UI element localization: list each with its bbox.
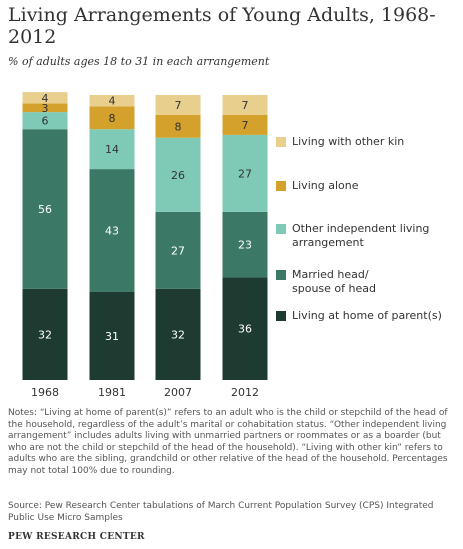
- data-label: 6: [42, 115, 49, 128]
- legend-swatch: [276, 270, 286, 280]
- legend-item: Living with other kin: [276, 135, 458, 149]
- bar-segment: [155, 95, 201, 115]
- bar-segment: [89, 291, 135, 380]
- bar-segment: [222, 95, 268, 115]
- bar-segment: [155, 114, 201, 138]
- chart-subtitle: % of adults ages 18 to 31 in each arrang…: [8, 55, 270, 68]
- legend-swatch: [276, 224, 286, 234]
- data-label: 8: [175, 120, 182, 133]
- legend-swatch: [276, 181, 286, 191]
- bar-segment: [89, 95, 135, 107]
- bar-segment: [22, 112, 68, 130]
- legend-item: Living alone: [276, 179, 458, 193]
- data-label: 27: [238, 167, 252, 180]
- bar-segment: [155, 211, 201, 289]
- bar-segment: [89, 169, 135, 292]
- x-tick-label: 2007: [164, 386, 192, 399]
- bar-segment: [22, 129, 68, 289]
- bar-segment: [22, 92, 68, 104]
- data-label: 14: [105, 143, 119, 156]
- notes: Notes: “Living at home of parent(s)” ref…: [8, 408, 448, 476]
- legend-label: Other independent living arrangement: [292, 222, 430, 249]
- data-label: 32: [171, 328, 185, 341]
- legend-item: Other independent living arrangement: [276, 222, 458, 250]
- bar-segment: [222, 114, 268, 135]
- data-label: 4: [109, 95, 116, 108]
- data-label: 26: [171, 169, 185, 182]
- legend-swatch: [276, 137, 286, 147]
- footer: PEW RESEARCH CENTER: [8, 532, 145, 542]
- data-label: 32: [38, 328, 52, 341]
- data-label: 56: [38, 203, 52, 216]
- bar-segment: [22, 103, 68, 113]
- legend-label: Living alone: [292, 179, 359, 192]
- bar-segment: [22, 288, 68, 380]
- legend-swatch: [276, 311, 286, 321]
- data-label: 7: [242, 119, 249, 132]
- x-tick-label: 2012: [231, 386, 259, 399]
- source: Source: Pew Research Center tabulations …: [8, 501, 434, 523]
- bar-segment: [155, 137, 201, 212]
- bar-segment: [89, 106, 135, 130]
- bar-segment: [89, 129, 135, 170]
- legend-label: Living at home of parent(s): [292, 309, 442, 322]
- data-label: 4: [42, 92, 49, 105]
- data-label: 8: [109, 112, 116, 125]
- chart-title: Living Arrangements of Young Adults, 196…: [8, 4, 436, 48]
- data-label: 7: [175, 99, 182, 112]
- legend-item: Living at home of parent(s): [276, 309, 458, 323]
- bar-segment: [155, 288, 201, 380]
- bar-segment: [222, 134, 268, 212]
- x-tick-label: 1981: [98, 386, 126, 399]
- data-label: 23: [238, 239, 252, 252]
- legend-item: Married head/ spouse of head: [276, 268, 458, 296]
- data-label: 7: [242, 99, 249, 112]
- legend-label: Married head/ spouse of head: [292, 268, 376, 295]
- data-label: 27: [171, 244, 185, 257]
- data-label: 36: [238, 323, 252, 336]
- data-label: 3: [42, 102, 49, 115]
- x-tick-label: 1968: [31, 386, 59, 399]
- bar-segment: [222, 277, 268, 380]
- legend-label: Living with other kin: [292, 135, 405, 148]
- data-label: 31: [105, 330, 119, 343]
- data-label: 43: [105, 224, 119, 237]
- bar-segment: [222, 211, 268, 278]
